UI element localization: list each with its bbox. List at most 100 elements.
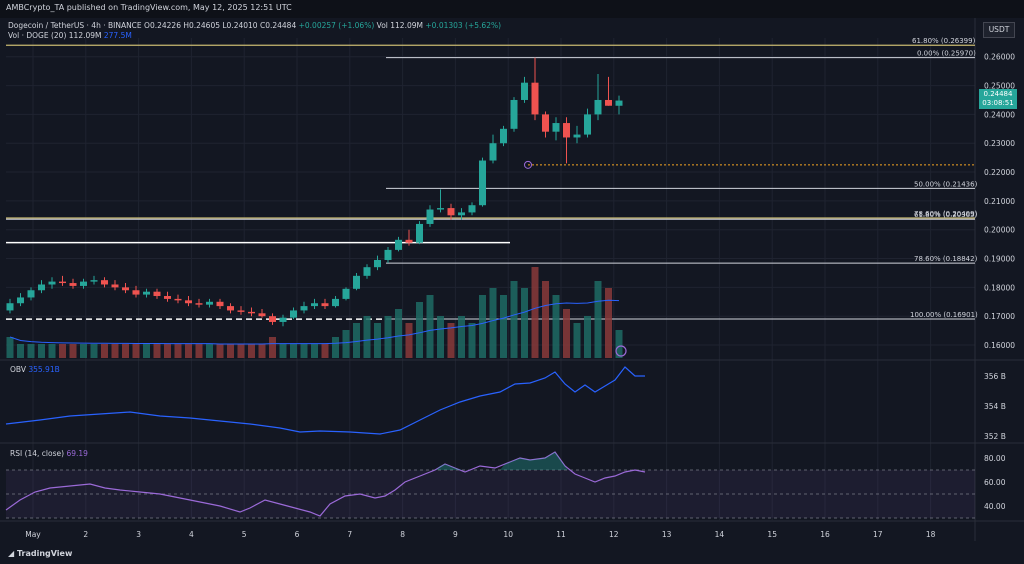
candle-body	[174, 298, 182, 301]
volume-bar	[605, 288, 612, 358]
volume-bar	[311, 344, 318, 358]
volume-bar	[216, 344, 224, 358]
candle-body	[447, 208, 455, 216]
volume-bar	[552, 295, 560, 358]
time-tick-label: 9	[453, 530, 458, 539]
lightning-icon	[615, 345, 627, 357]
volume-bar	[48, 344, 56, 358]
candles	[6, 57, 627, 357]
volume-bar	[573, 323, 581, 358]
candle-body	[615, 100, 623, 106]
candle-body	[605, 99, 612, 106]
tradingview-logo-text: TradingView	[16, 549, 73, 558]
price-tick-label: 0.23000	[984, 139, 1015, 148]
volume-bar	[80, 344, 87, 358]
candle-body	[458, 212, 465, 216]
marker-icon	[524, 160, 532, 169]
candle-body	[132, 290, 140, 295]
time-tick-label: 13	[662, 530, 672, 539]
time-tick-label: 12	[609, 530, 619, 539]
price-tick-label: 0.19000	[984, 255, 1015, 264]
candle-body	[489, 143, 497, 161]
volume-bar	[405, 323, 413, 358]
rsi-tick-label: 60.00	[984, 478, 1006, 487]
volume-bar	[479, 295, 486, 358]
obv-tick-label: 356 B	[984, 372, 1006, 381]
candle-body	[416, 223, 423, 243]
fib-label: 61.80% (0.26399)	[912, 37, 976, 45]
volume-bar	[132, 344, 140, 358]
volume-bar	[615, 330, 623, 358]
rsi-tick-label: 40.00	[984, 502, 1006, 511]
candle-body	[437, 208, 444, 210]
volume-bar	[521, 288, 528, 358]
time-tick-label: 10	[503, 530, 513, 539]
obv-label: OBV	[10, 365, 26, 374]
candle-body	[542, 114, 549, 132]
candle-body	[279, 317, 287, 322]
time-tick-label: 16	[820, 530, 830, 539]
volume-bar	[174, 344, 182, 358]
volume-bar	[458, 316, 465, 358]
candle-body	[521, 82, 528, 100]
volume-bar	[332, 337, 339, 358]
candle-body	[552, 123, 560, 132]
price-tick-label: 0.20000	[984, 226, 1015, 235]
candle-body	[122, 287, 129, 291]
volume-bar	[437, 316, 444, 358]
time-tick-label: 18	[926, 530, 936, 539]
candle-body	[90, 280, 98, 282]
obv-pane: 356 B 354 B 352 B	[5, 366, 1006, 441]
volume-legend-v1: 112.09M	[68, 31, 102, 40]
publisher-bar: AMBCrypto_TA published on TradingView.co…	[0, 0, 1024, 18]
volume-bar	[258, 344, 266, 358]
time-tick-label: 7	[347, 530, 352, 539]
candle-body	[531, 82, 539, 115]
candle-body	[38, 284, 45, 291]
candle-body	[164, 296, 171, 299]
time-tick-label: 17	[873, 530, 883, 539]
volume-bar	[374, 323, 381, 358]
symbol-vol-change: +0.01303 (+5.62%)	[425, 21, 502, 30]
obv-line	[5, 366, 645, 435]
candle-body	[342, 288, 350, 299]
rsi-legend: RSI (14, close) 69.19	[10, 449, 88, 458]
candle-body	[573, 134, 581, 138]
price-tick-label: 0.26000	[984, 53, 1015, 62]
candle-body	[300, 306, 308, 311]
fib-label: 78.60% (0.18842)	[914, 255, 978, 263]
volume-bar	[563, 309, 570, 358]
volume-bar	[489, 288, 497, 358]
volume-bar	[290, 344, 297, 358]
candle-body	[48, 281, 56, 285]
price-tick-label: 0.17000	[984, 312, 1015, 321]
volume-bar	[69, 344, 77, 358]
volume-bar	[584, 316, 591, 358]
candle-body	[206, 301, 213, 305]
price-tick-label: 0.21000	[984, 197, 1015, 206]
volume-bar	[122, 344, 129, 358]
fib-label: 78.60% (0.20409)	[914, 210, 978, 218]
volume-bar	[38, 344, 45, 358]
currency-button[interactable]: USDT	[983, 22, 1015, 38]
volume-bar	[111, 344, 119, 358]
candle-body	[248, 311, 255, 314]
volume-legend-v2: 277.5M	[103, 31, 132, 40]
tradingview-logo[interactable]: ◢ TradingView	[8, 549, 72, 558]
volume-bar	[426, 295, 434, 358]
time-tick-label: May	[25, 530, 41, 539]
candle-body	[563, 123, 570, 138]
volume-bar	[269, 337, 276, 358]
candle-body	[594, 99, 602, 115]
obv-tick-label: 354 B	[984, 402, 1006, 411]
volume-bar	[542, 281, 549, 358]
fib-label: 61.80% (0.20365)	[914, 211, 978, 219]
volume-bar	[321, 344, 329, 358]
symbol-change: +0.00257 (+1.06%)	[298, 21, 375, 30]
candle-body	[27, 290, 35, 298]
volume-bar	[531, 267, 539, 358]
time-tick-label: 2	[83, 530, 88, 539]
fib-label: 100.00% (0.16901)	[910, 311, 978, 319]
volume-bar	[384, 316, 392, 358]
